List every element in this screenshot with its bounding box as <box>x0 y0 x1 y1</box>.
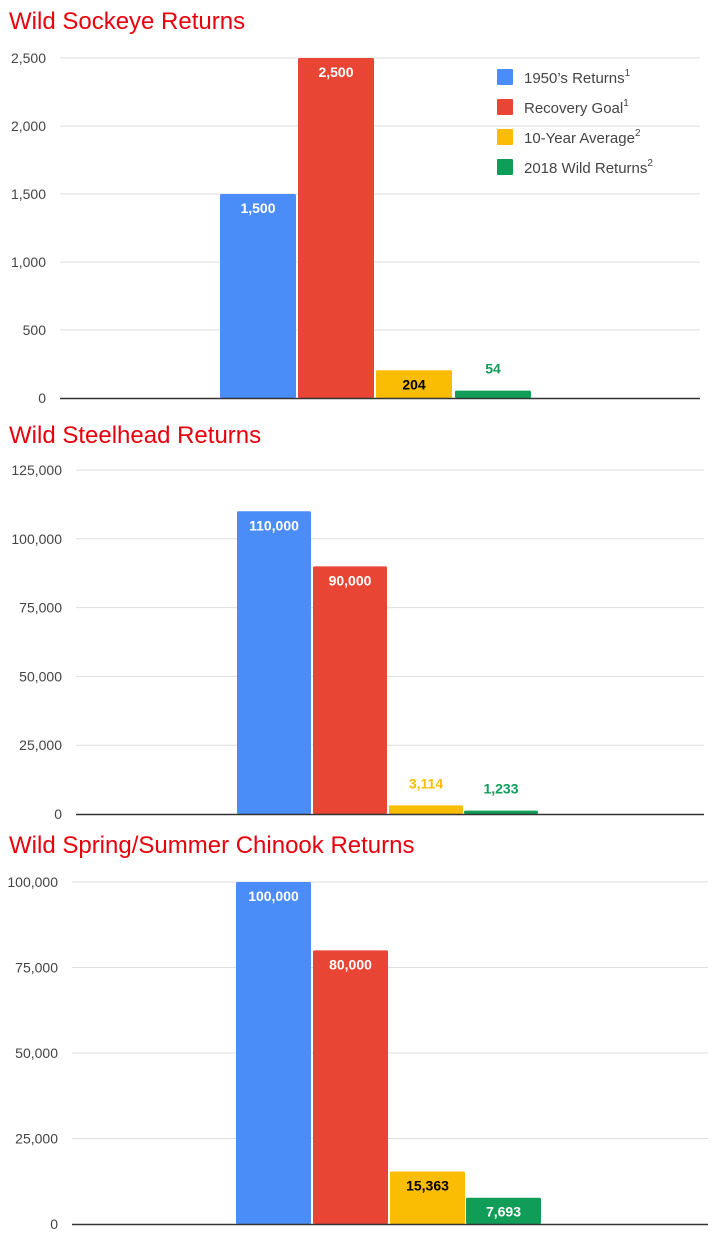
steelhead-chart: 0 25,000 50,000 75,000 100,000 125,000 110,000… <box>11 462 704 822</box>
steelhead-bar-3 <box>389 805 463 814</box>
chinook-chart-title: Wild Spring/Summer Chinook Returns <box>9 832 415 859</box>
chinook-y-tick-label: 100,000 <box>7 874 58 890</box>
steelhead-data-label-2: 90,000 <box>329 572 372 588</box>
chinook-y-tick-label: 25,000 <box>15 1131 58 1147</box>
steelhead-data-label-4: 1,233 <box>483 781 518 797</box>
sockeye-data-label-3: 204 <box>402 376 426 392</box>
sockeye-y-tick-label: 500 <box>23 322 47 338</box>
sockeye-legend-swatch-4 <box>497 159 513 175</box>
chinook-bar-1 <box>236 882 311 1224</box>
steelhead-chart-title: Wild Steelhead Returns <box>9 422 262 449</box>
chinook-chart: 0 25,000 50,000 75,000 100,000 100,000 80,000 1… <box>7 874 708 1232</box>
steelhead-y-tick-label: 0 <box>54 806 62 822</box>
sockeye-legend-label-1: 1950’s Returns1 <box>524 68 631 87</box>
sockeye-y-tick-label: 1,000 <box>11 254 46 270</box>
chinook-bar-4 <box>466 1197 541 1224</box>
sockeye-y-tick-label: 2,000 <box>11 118 46 134</box>
sockeye-legend-swatch-3 <box>497 129 513 145</box>
chinook-data-label-2: 80,000 <box>329 956 372 972</box>
sockeye-y-tick-label: 1,500 <box>11 186 46 202</box>
sockeye-bar-2 <box>298 58 374 398</box>
sockeye-chart: 0 500 1,000 1,500 2,000 2,500 1,500 2,500 204 54 1… <box>11 50 700 406</box>
chinook-y-tick-label: 0 <box>50 1216 58 1232</box>
sockeye-legend-swatch-2 <box>497 99 513 115</box>
steelhead-bar-2 <box>313 566 387 814</box>
chinook-y-tick-label: 75,000 <box>15 960 58 976</box>
chinook-bar-3 <box>390 1171 465 1224</box>
sockeye-bar-1 <box>220 194 296 398</box>
chinook-data-label-4: 7,693 <box>486 1204 521 1220</box>
steelhead-y-tick-label: 125,000 <box>11 462 62 478</box>
steelhead-y-tick-label: 75,000 <box>19 600 62 616</box>
steelhead-data-label-1: 110,000 <box>249 517 299 533</box>
sockeye-chart-title: Wild Sockeye Returns <box>9 8 246 35</box>
chinook-data-label-3: 15,363 <box>406 1177 449 1193</box>
sockeye-data-label-2: 2,500 <box>318 64 353 80</box>
steelhead-y-tick-label: 25,000 <box>19 737 62 753</box>
sockeye-y-tick-label: 0 <box>38 390 46 406</box>
sockeye-bar-3 <box>376 370 452 398</box>
sockeye-bar-4 <box>455 390 531 398</box>
chinook-data-label-1: 100,000 <box>248 888 299 904</box>
steelhead-chart-panel: Wild Steelhead Returns 0 25,000 50,000 75,0… <box>0 418 720 830</box>
sockeye-legend-label-3: 10-Year Average2 <box>524 128 641 147</box>
sockeye-y-tick-label: 2,500 <box>11 50 46 66</box>
sockeye-legend-swatch-1 <box>497 69 513 85</box>
steelhead-bar-4 <box>464 810 538 814</box>
chinook-y-tick-label: 50,000 <box>15 1045 58 1061</box>
chinook-bar-2 <box>313 950 388 1224</box>
sockeye-data-label-1: 1,500 <box>240 200 275 216</box>
steelhead-y-tick-label: 50,000 <box>19 668 62 684</box>
steelhead-y-tick-label: 100,000 <box>11 531 62 547</box>
sockeye-legend-label-2: Recovery Goal1 <box>524 98 629 117</box>
sockeye-data-label-4: 54 <box>485 361 501 377</box>
chinook-chart-panel: Wild Spring/Summer Chinook Returns 0 25,0… <box>0 830 720 1244</box>
steelhead-bar-1 <box>237 511 311 814</box>
sockeye-chart-panel: Wild Sockeye Returns 0 500 1,000 1,500 2,000… <box>0 0 720 418</box>
steelhead-data-label-3: 3,114 <box>409 775 443 791</box>
sockeye-legend-label-4: 2018 Wild Returns2 <box>524 158 653 177</box>
